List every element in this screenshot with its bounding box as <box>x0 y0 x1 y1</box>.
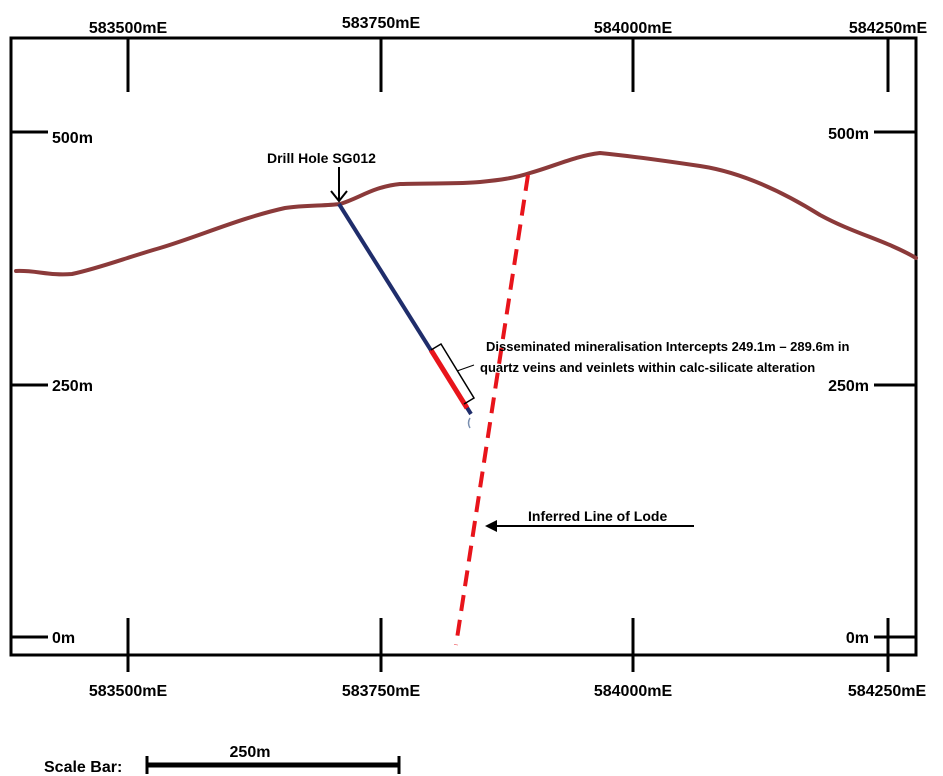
intercept-note-line1: Disseminated mineralisation Intercepts 2… <box>486 339 849 354</box>
lode-arrow <box>485 520 694 532</box>
intercept-segment <box>428 348 470 410</box>
top-easting-label: 583750mE <box>342 15 421 32</box>
right-elevation-label: 0m <box>846 630 869 647</box>
right-elevation-label: 250m <box>828 378 869 395</box>
top-easting-ticks <box>126 38 890 92</box>
bottom-easting-label: 584000mE <box>594 683 673 700</box>
drill-hole-end-mark <box>467 417 471 429</box>
left-elevation-label: 500m <box>52 130 93 147</box>
drill-hole-arrow <box>330 167 348 203</box>
inferred-lode-line <box>454 174 530 646</box>
intercept-bracket <box>430 342 476 405</box>
left-elevation-label: 250m <box>52 378 93 395</box>
top-easting-label: 584000mE <box>594 20 673 37</box>
right-elevation-label: 500m <box>828 126 869 143</box>
topography-line <box>14 151 918 277</box>
bottom-easting-label: 584250mE <box>848 683 927 700</box>
intercept-note-line2: quartz veins and veinlets within calc-si… <box>480 360 815 375</box>
top-easting-label: 583500mE <box>89 20 168 37</box>
intercept-leader <box>456 364 475 372</box>
top-easting-label: 584250mE <box>849 20 928 37</box>
bottom-easting-label: 583750mE <box>342 683 421 700</box>
scale-bar-label: Scale Bar: <box>44 759 122 776</box>
lode-label: Inferred Line of Lode <box>528 508 667 524</box>
bottom-easting-ticks <box>126 618 890 672</box>
scale-bar <box>145 756 401 774</box>
left-elevation-label: 0m <box>52 630 75 647</box>
bottom-easting-label: 583500mE <box>89 683 168 700</box>
scale-bar-length: 250m <box>230 744 271 761</box>
drill-hole-label: Drill Hole SG012 <box>267 150 376 166</box>
elevation-ticks <box>11 130 916 639</box>
section-frame <box>9 36 918 657</box>
